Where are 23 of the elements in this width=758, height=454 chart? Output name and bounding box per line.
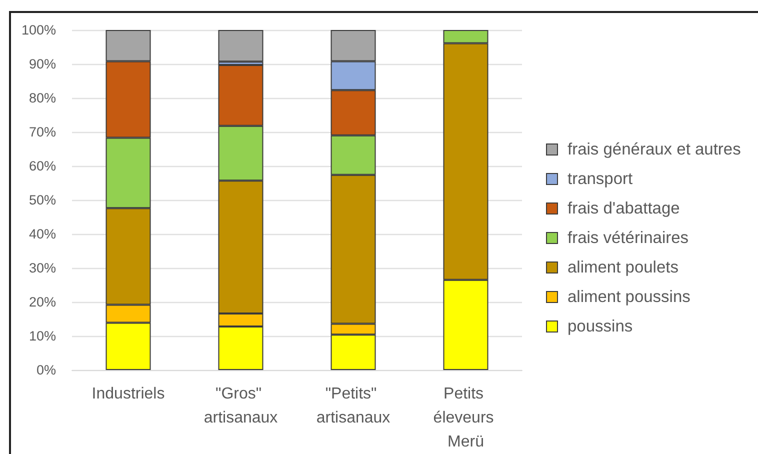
y-tick-label: 40% <box>28 226 56 242</box>
x-tick-label: "Petits" artisanaux <box>316 386 390 426</box>
bar <box>218 30 264 62</box>
y-tick-label: 80% <box>28 90 56 106</box>
legend-label: aliment poulets <box>568 258 678 276</box>
y-tick-label: 90% <box>28 56 56 72</box>
y-tick-label: 0% <box>36 362 56 378</box>
x-tick-label: Industriels <box>92 386 165 402</box>
x-tick-label: "Gros" artisanaux <box>204 386 278 426</box>
legend-label: poussins <box>568 318 633 336</box>
y-tick-label: 100% <box>21 22 56 38</box>
y-tick-label: 10% <box>28 328 56 344</box>
legend-label: frais généraux et autres <box>568 140 741 158</box>
x-tick-label: Petits éleveurs Merü <box>433 386 498 450</box>
legend-label: transport <box>568 170 634 188</box>
y-tick-label: 50% <box>28 192 56 208</box>
legend-label: frais d'abattage <box>568 200 680 218</box>
y-tick-label: 30% <box>28 260 56 276</box>
y-tick-label: 20% <box>28 294 56 310</box>
y-tick-label: 60% <box>28 158 56 174</box>
legend-label: frais vétérinaires <box>568 229 689 247</box>
y-tick-label: 70% <box>28 124 56 140</box>
legend-label: aliment poussins <box>568 288 690 306</box>
